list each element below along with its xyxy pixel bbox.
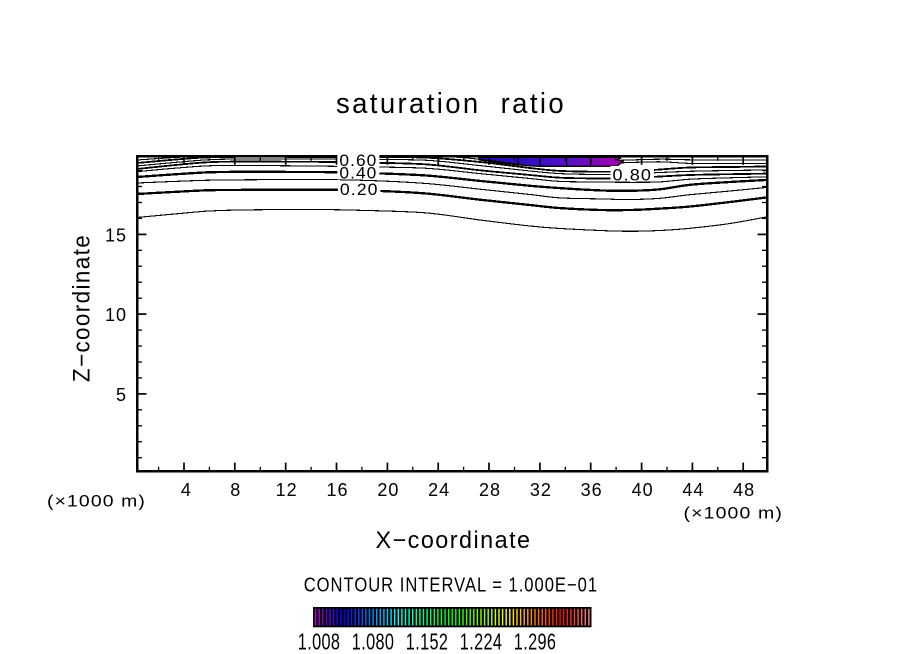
svg-text:44: 44	[682, 480, 704, 500]
svg-text:(×1000 m): (×1000 m)	[47, 492, 146, 511]
svg-text:0.40: 0.40	[339, 165, 377, 183]
svg-text:24: 24	[428, 480, 450, 500]
svg-text:Z−coordinate: Z−coordinate	[69, 234, 96, 382]
svg-text:12: 12	[276, 480, 298, 500]
svg-text:1.296: 1.296	[514, 629, 557, 654]
svg-text:0.80: 0.80	[613, 166, 653, 184]
svg-text:1.152: 1.152	[406, 629, 449, 654]
svg-text:1.008: 1.008	[298, 629, 341, 654]
svg-text:saturation ratio: saturation ratio	[336, 88, 566, 120]
svg-text:36: 36	[581, 480, 603, 500]
svg-text:0.20: 0.20	[340, 181, 379, 199]
svg-text:CONTOUR INTERVAL = 1.000E−01: CONTOUR INTERVAL = 1.000E−01	[304, 575, 598, 597]
svg-text:10: 10	[105, 305, 127, 325]
svg-text:20: 20	[377, 480, 399, 500]
svg-text:15: 15	[105, 225, 127, 245]
svg-text:8: 8	[230, 480, 241, 500]
svg-text:4: 4	[181, 480, 192, 500]
svg-text:16: 16	[326, 480, 348, 500]
svg-text:48: 48	[733, 480, 755, 500]
svg-text:5: 5	[116, 385, 127, 405]
svg-text:32: 32	[530, 480, 552, 500]
svg-text:1.080: 1.080	[352, 629, 395, 654]
svg-text:1.224: 1.224	[460, 629, 503, 654]
svg-text:X−coordinate: X−coordinate	[376, 527, 532, 554]
svg-text:0.60: 0.60	[339, 152, 377, 170]
svg-text:40: 40	[632, 480, 654, 500]
svg-text:28: 28	[479, 480, 501, 500]
svg-text:(×1000 m): (×1000 m)	[684, 504, 784, 523]
